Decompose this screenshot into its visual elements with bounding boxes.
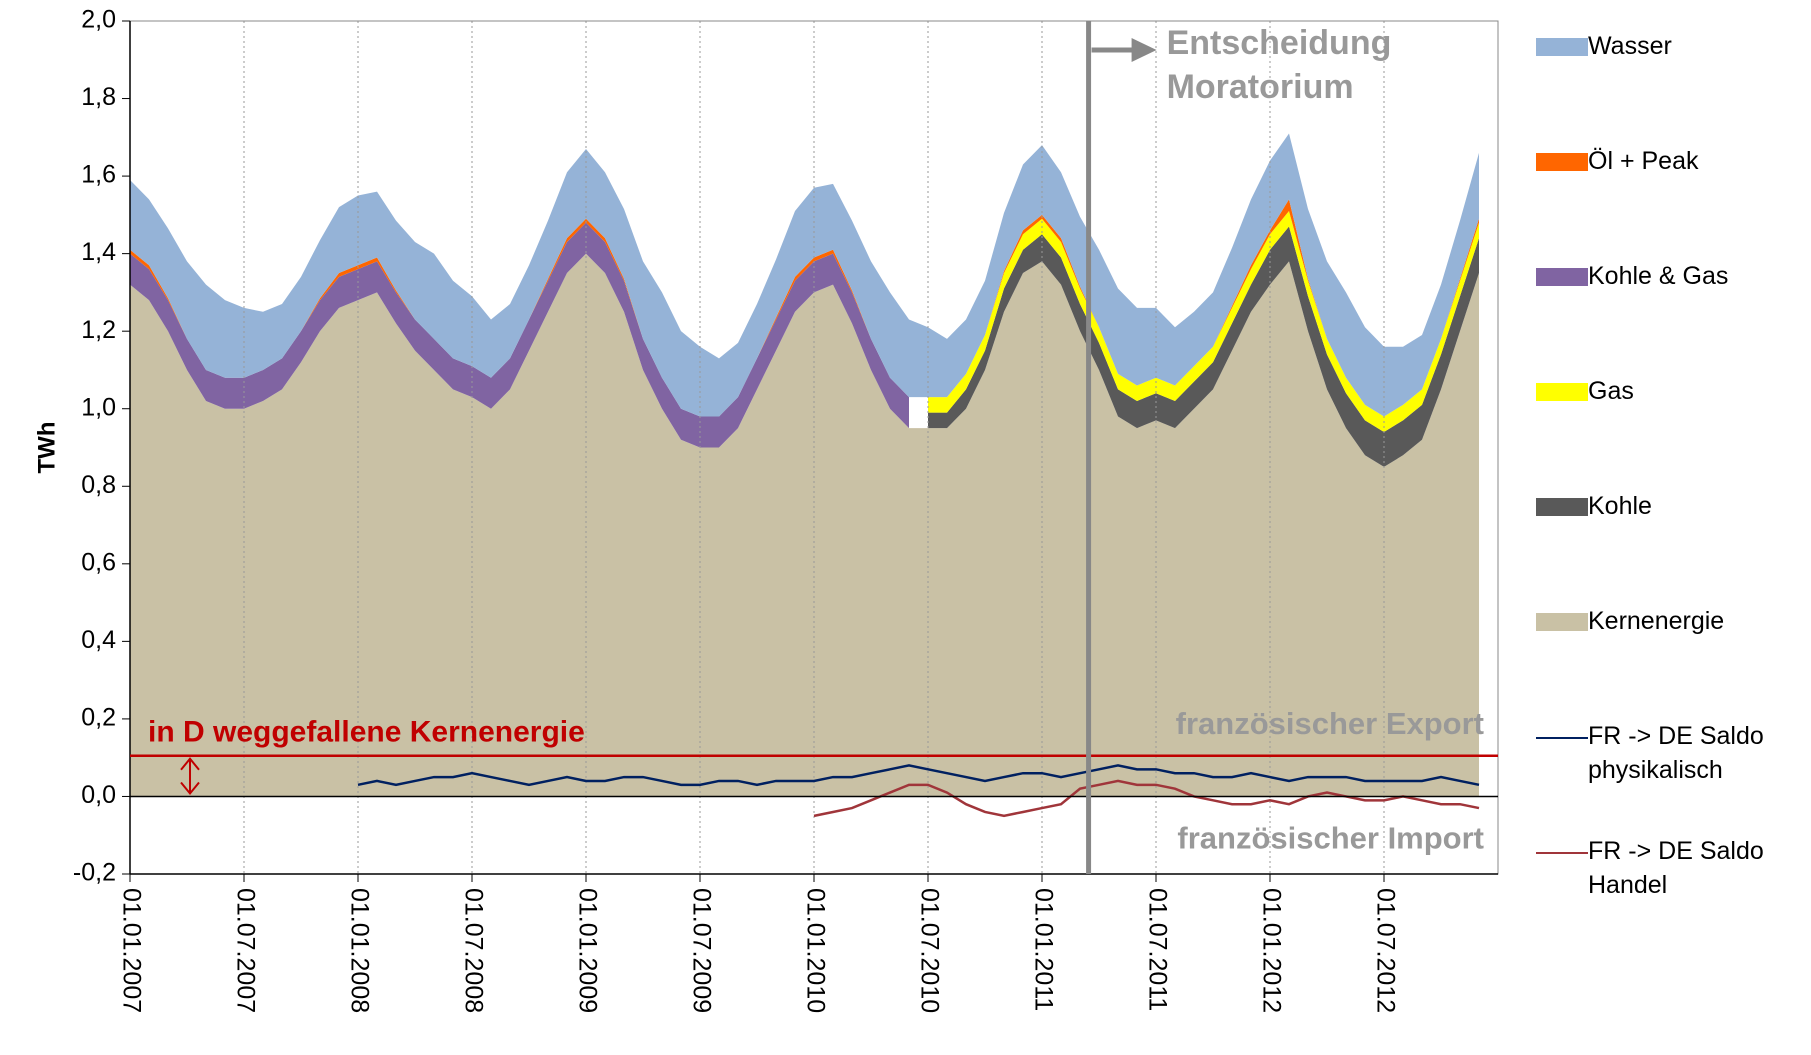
line [357, 764, 1480, 787]
legend-item: Kernenergie [1536, 607, 1811, 638]
legend-item: FR -> DE Saldo Handel [1536, 837, 1811, 902]
y-tick-label: 1,4 [81, 238, 116, 266]
import-label: französischer Import [1177, 821, 1484, 856]
area [130, 133, 1479, 417]
x-tick-label: 01.07.2012 [1371, 888, 1399, 1013]
x-tick-label: 01.01.2011 [1029, 888, 1057, 1011]
legend-label: Öl + Peak [1588, 147, 1699, 175]
areas [130, 133, 1479, 797]
y-tick-label: 0,0 [81, 781, 116, 809]
legend-swatch [1536, 268, 1588, 286]
legend-item: Kohle [1536, 492, 1811, 523]
export-label: französischer Export [1176, 706, 1484, 741]
legend-label: FR -> DE Saldo physikalisch [1588, 722, 1764, 784]
legend-label: FR -> DE Saldo Handel [1588, 837, 1764, 899]
legend-label: Wasser [1588, 32, 1672, 60]
event-label: Entscheidung [1167, 24, 1392, 62]
axes: 01.01.2007 01.07.2007 01.01.2008 01.07.2008… [33, 6, 1499, 1013]
y-tick-label: 0,6 [81, 548, 116, 576]
line [813, 779, 1480, 818]
reference-arrow [180, 757, 200, 796]
x-tick-label: 01.01.2009 [573, 888, 601, 1013]
area [928, 226, 1479, 467]
x-tick-label: 01.01.2010 [801, 888, 829, 1013]
legend-swatch [1536, 498, 1588, 516]
y-tick-label: 2,0 [81, 6, 116, 34]
y-tick-label: 1,2 [81, 316, 116, 344]
legend-item: Kohle & Gas [1536, 262, 1811, 293]
legend-label: Kohle [1588, 492, 1652, 520]
legend-label: Gas [1588, 377, 1634, 405]
y-tick-label: 1,8 [81, 83, 116, 111]
area [928, 210, 1479, 432]
reference-label: in D weggefallene Kernenergie [148, 716, 585, 749]
y-axis-title: TWh [33, 422, 60, 474]
y-tick-label: 0,2 [81, 704, 116, 732]
legend-item: FR -> DE Saldo physikalisch [1536, 722, 1811, 787]
legend-label: Kernenergie [1588, 607, 1725, 635]
legend-item: Wasser [1536, 32, 1811, 63]
x-tick-label: 01.07.2009 [687, 888, 715, 1013]
x-tick-label: 01.07.2007 [231, 888, 259, 1013]
legend-swatch [1536, 613, 1588, 631]
y-tick-label: 1,0 [81, 393, 116, 421]
x-tick-label: 01.01.2008 [345, 888, 373, 1013]
legend-swatch [1536, 38, 1588, 56]
legend-swatch [1536, 383, 1588, 401]
legend-swatch [1536, 737, 1588, 739]
area [130, 253, 1479, 797]
event-label: Moratorium [1167, 68, 1354, 106]
x-tick-label: 01.07.2010 [915, 888, 943, 1013]
y-tick-label: 1,6 [81, 161, 116, 189]
event-arrowhead [1131, 38, 1157, 62]
x-tick-label: 01.07.2011 [1143, 888, 1171, 1011]
y-tick-label: 0,8 [81, 471, 116, 499]
legend-swatch [1536, 852, 1588, 854]
legend-label: Kohle & Gas [1588, 262, 1729, 290]
lines [357, 764, 1480, 818]
x-tick-label: 01.01.2007 [117, 888, 145, 1013]
legend-item: Gas [1536, 377, 1811, 408]
legend-swatch [1536, 153, 1588, 171]
y-tick-label: -0,2 [73, 859, 116, 887]
y-tick-label: 0,4 [81, 626, 116, 654]
legend-item: Öl + Peak [1536, 147, 1811, 178]
x-tick-label: 01.01.2012 [1257, 888, 1285, 1013]
x-tick-label: 01.07.2008 [459, 888, 487, 1013]
